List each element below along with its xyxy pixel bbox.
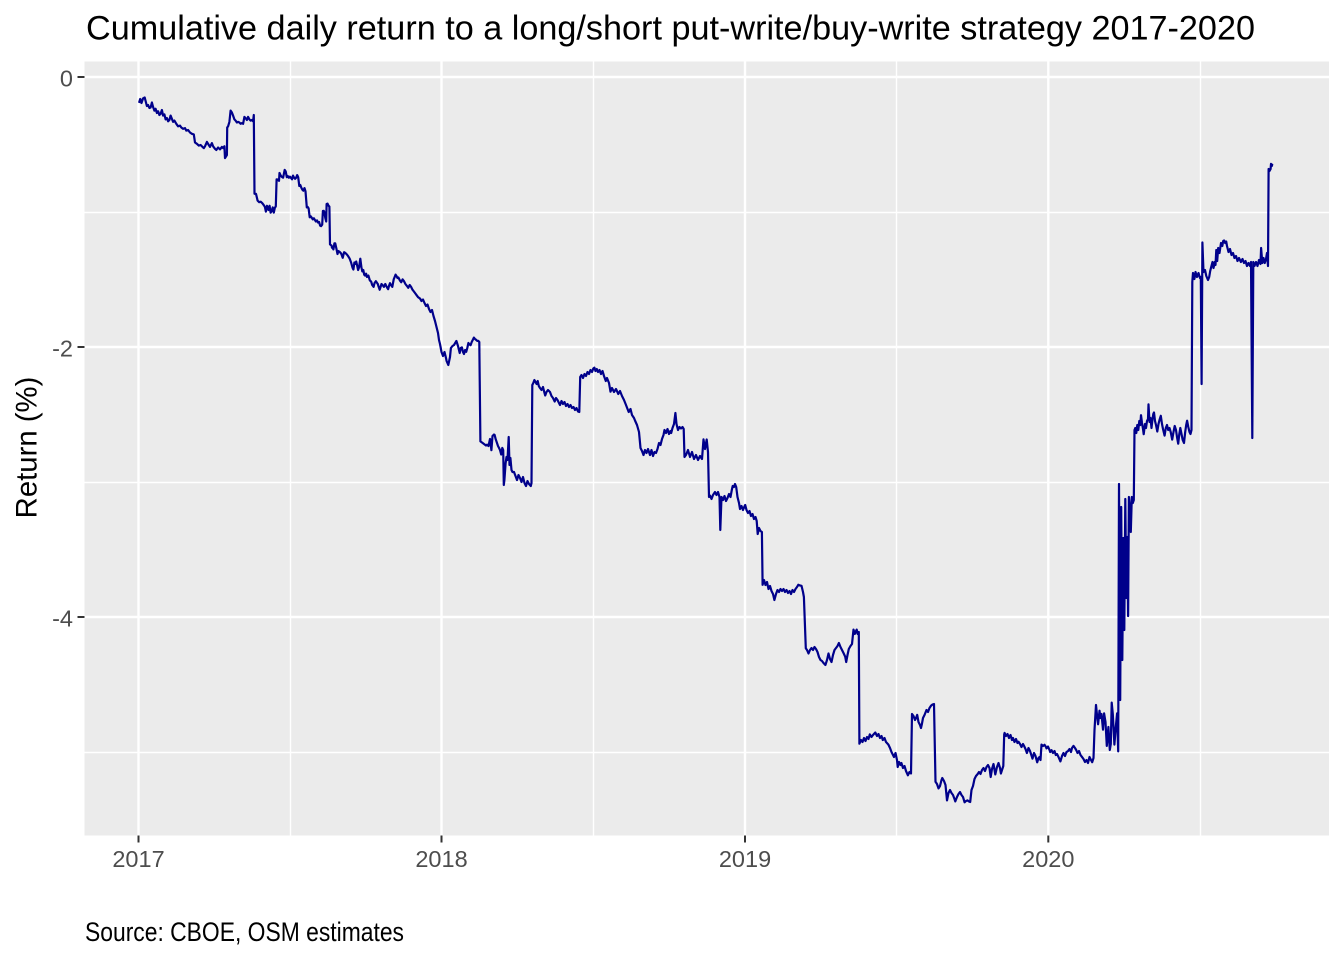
svg-text:Cumulative daily return to a l: Cumulative daily return to a long/short …	[86, 10, 1255, 48]
svg-text:2018: 2018	[415, 846, 467, 872]
svg-text:0: 0	[60, 65, 73, 91]
svg-text:2019: 2019	[719, 846, 771, 872]
svg-text:-4: -4	[52, 605, 73, 631]
svg-text:Source: CBOE, OSM estimates: Source: CBOE, OSM estimates	[85, 917, 404, 947]
svg-text:2020: 2020	[1022, 846, 1074, 872]
svg-text:-2: -2	[52, 335, 73, 361]
svg-text:Return (%): Return (%)	[11, 377, 44, 519]
svg-text:2017: 2017	[112, 846, 164, 872]
